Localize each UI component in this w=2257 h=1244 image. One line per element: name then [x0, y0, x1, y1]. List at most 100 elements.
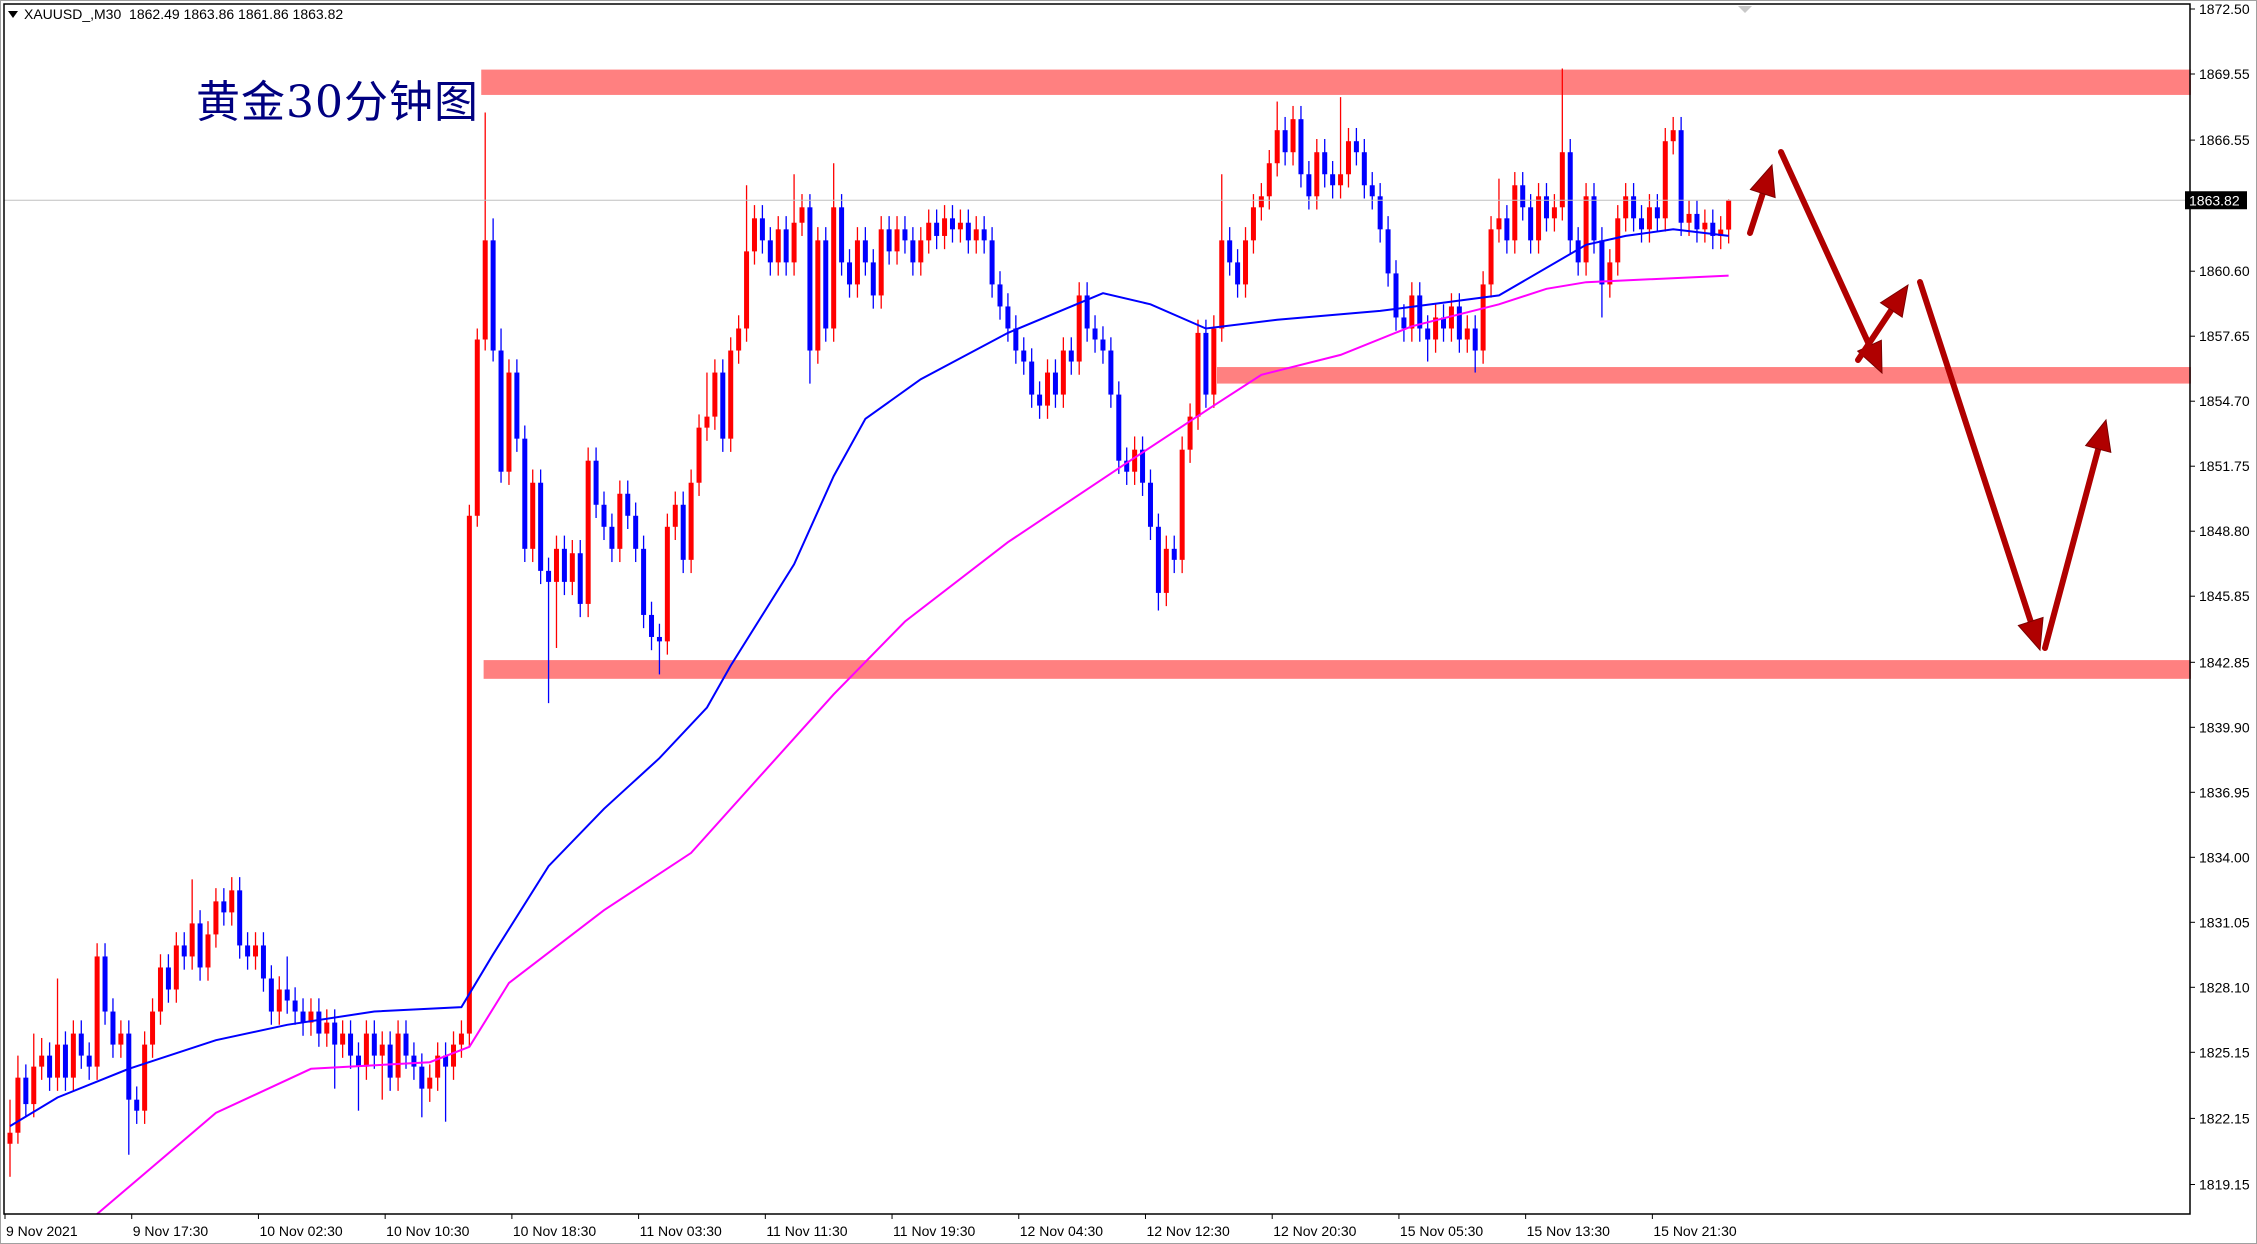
candle-body: [1227, 240, 1233, 263]
candle: [854, 227, 860, 298]
candle-body: [379, 1044, 385, 1056]
candle-body: [886, 229, 892, 252]
candle-body: [150, 1011, 156, 1045]
collapse-triangle-icon[interactable]: [8, 11, 18, 18]
candle-body: [118, 1033, 124, 1045]
candle-body: [229, 890, 235, 913]
candle-body: [1171, 548, 1177, 560]
candle-body: [839, 207, 845, 263]
candle-body: [1726, 200, 1732, 230]
ohlc-readout: 1862.49 1863.86 1861.86 1863.82: [129, 6, 344, 22]
candle: [981, 216, 987, 254]
candle-body: [134, 1099, 140, 1111]
candle-body: [1488, 229, 1494, 285]
candle: [775, 216, 781, 276]
candle-body: [189, 923, 195, 957]
candle-body: [1512, 185, 1518, 241]
candle-body: [1108, 350, 1114, 395]
candle-body: [1448, 306, 1454, 329]
candle-body: [482, 240, 488, 340]
candle-body: [918, 240, 924, 263]
candle-body: [759, 218, 765, 241]
candle: [728, 337, 734, 452]
candle: [1528, 194, 1534, 254]
candle: [498, 328, 504, 483]
candle: [419, 1053, 425, 1118]
candle-body: [197, 923, 203, 968]
candle: [482, 112, 488, 351]
candle-body: [1187, 416, 1193, 450]
candles-layer: [7, 68, 1732, 1177]
candle: [1013, 315, 1019, 364]
candle: [1488, 216, 1494, 298]
candle: [348, 1020, 354, 1069]
candle: [324, 1009, 330, 1047]
arrow-head-icon: [2017, 616, 2044, 652]
candle: [78, 1020, 84, 1069]
candle: [1021, 337, 1027, 375]
candle: [601, 491, 607, 541]
candle: [546, 557, 552, 704]
candle-body: [1021, 350, 1027, 362]
candle: [696, 414, 702, 496]
candle-body: [1274, 130, 1280, 164]
candle: [70, 1020, 76, 1091]
candle-body: [1393, 273, 1399, 318]
candle: [815, 227, 821, 364]
chart-shift-marker-icon[interactable]: [1738, 6, 1752, 13]
candle: [1029, 348, 1035, 408]
candle: [292, 987, 298, 1025]
candle-body: [831, 207, 837, 329]
candle-body: [1631, 196, 1637, 219]
candle: [1274, 101, 1280, 177]
candle-body: [1528, 207, 1534, 241]
candle: [94, 943, 100, 1080]
symbol-label: XAUUSD_,M30: [24, 6, 122, 22]
candle-body: [31, 1066, 37, 1105]
candle: [316, 998, 322, 1047]
candle: [1243, 227, 1249, 298]
candle-body: [1330, 174, 1336, 186]
candle: [553, 535, 559, 648]
candle-body: [617, 493, 623, 549]
candle-body: [1607, 262, 1613, 285]
candle-body: [1385, 229, 1391, 274]
candle: [926, 209, 932, 254]
candle: [1417, 282, 1423, 342]
candle: [759, 205, 765, 254]
candle-body: [799, 207, 805, 223]
candle: [1052, 359, 1058, 408]
candle: [997, 271, 1003, 320]
support-resistance-zone: [483, 660, 2192, 679]
candle-body: [807, 207, 813, 351]
price-tick-label: 1857.65: [2199, 328, 2250, 344]
candle: [1108, 337, 1114, 408]
candle-body: [949, 218, 955, 230]
candle: [1060, 337, 1066, 408]
candle: [1140, 436, 1146, 496]
candle-body: [1243, 240, 1249, 285]
candle-body: [1662, 141, 1668, 219]
candle-body: [1353, 141, 1359, 153]
candle: [1670, 116, 1676, 155]
time-tick-label: 12 Nov 04:30: [1020, 1223, 1103, 1239]
candle-body: [989, 240, 995, 285]
support-resistance-zone: [1217, 367, 2191, 384]
candle: [910, 227, 916, 276]
candle-body: [1195, 332, 1201, 417]
candle-body: [728, 350, 734, 439]
candle: [870, 249, 876, 309]
candle: [1219, 174, 1225, 342]
candle: [625, 480, 631, 529]
candle: [1472, 315, 1478, 373]
candle-body: [1670, 130, 1676, 142]
arrow-shaft: [1855, 306, 1895, 363]
candle-body: [1425, 328, 1431, 340]
candle: [1409, 282, 1415, 342]
candle-body: [1163, 548, 1169, 593]
candle-body: [324, 1022, 330, 1034]
time-tick-label: 9 Nov 17:30: [133, 1223, 209, 1239]
candle-body: [1639, 218, 1645, 230]
arrow-annotation: [1855, 283, 1909, 363]
